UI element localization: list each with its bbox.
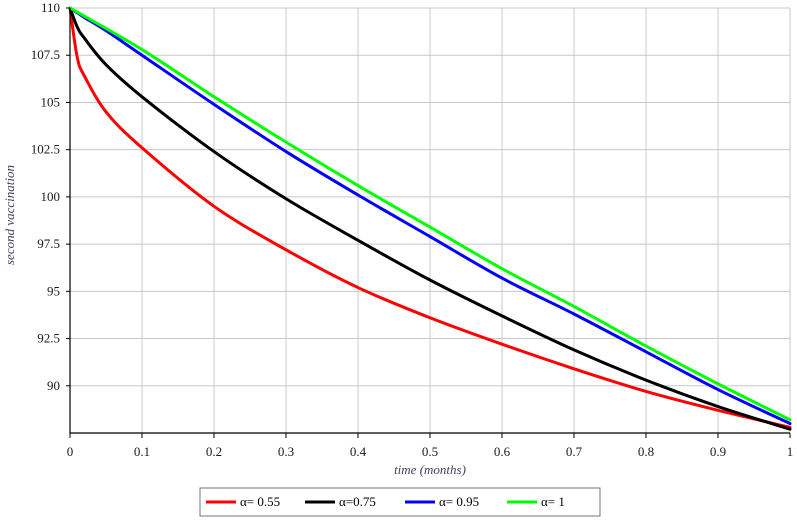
y-tick-label: 105 — [41, 94, 61, 109]
x-tick-label: 0.7 — [566, 444, 583, 459]
tick-labels: 0 0.1 0.2 0.3 0.4 0.5 0.6 0.7 0.8 0.9 1 90 92.5 95 97.… — [31, 0, 794, 459]
series-lines — [68, 6, 792, 431]
x-axis-title: time (months) — [394, 462, 466, 477]
series-line-4 — [68, 6, 792, 422]
x-tick-label: 0 — [67, 444, 74, 459]
y-tick-label: 90 — [47, 378, 60, 393]
axes — [66, 7, 791, 438]
x-tick-label: 0.9 — [710, 444, 726, 459]
grid — [69, 7, 791, 433]
y-tick-label: 95 — [47, 283, 60, 298]
legend-label-3: α= 0.95 — [439, 494, 479, 509]
y-tick-label: 110 — [41, 0, 60, 15]
legend-label-4: α= 1 — [541, 494, 565, 509]
y-axis-title: second vaccination — [2, 165, 17, 265]
x-tick-label: 0.1 — [134, 444, 150, 459]
y-tick-label: 100 — [41, 189, 61, 204]
x-tick-label: 0.6 — [494, 444, 511, 459]
x-tick-label: 0.2 — [206, 444, 222, 459]
x-tick-label: 0.5 — [422, 444, 438, 459]
series-line-1 — [68, 6, 792, 429]
x-tick-label: 1 — [787, 444, 794, 459]
legend-label-2: α=0.75 — [339, 494, 376, 509]
series-line-2 — [68, 6, 792, 431]
y-tick-label: 92.5 — [37, 331, 60, 346]
legend-label-1: α= 0.55 — [240, 494, 280, 509]
x-tick-label: 0.3 — [278, 444, 294, 459]
x-tick-label: 0.4 — [350, 444, 367, 459]
y-tick-label: 102.5 — [31, 142, 60, 157]
y-tick-label: 97.5 — [37, 236, 60, 251]
y-tick-label: 107.5 — [31, 47, 60, 62]
legend: α= 0.55 α=0.75 α= 0.95 α= 1 — [199, 487, 601, 517]
x-tick-label: 0.8 — [638, 444, 654, 459]
